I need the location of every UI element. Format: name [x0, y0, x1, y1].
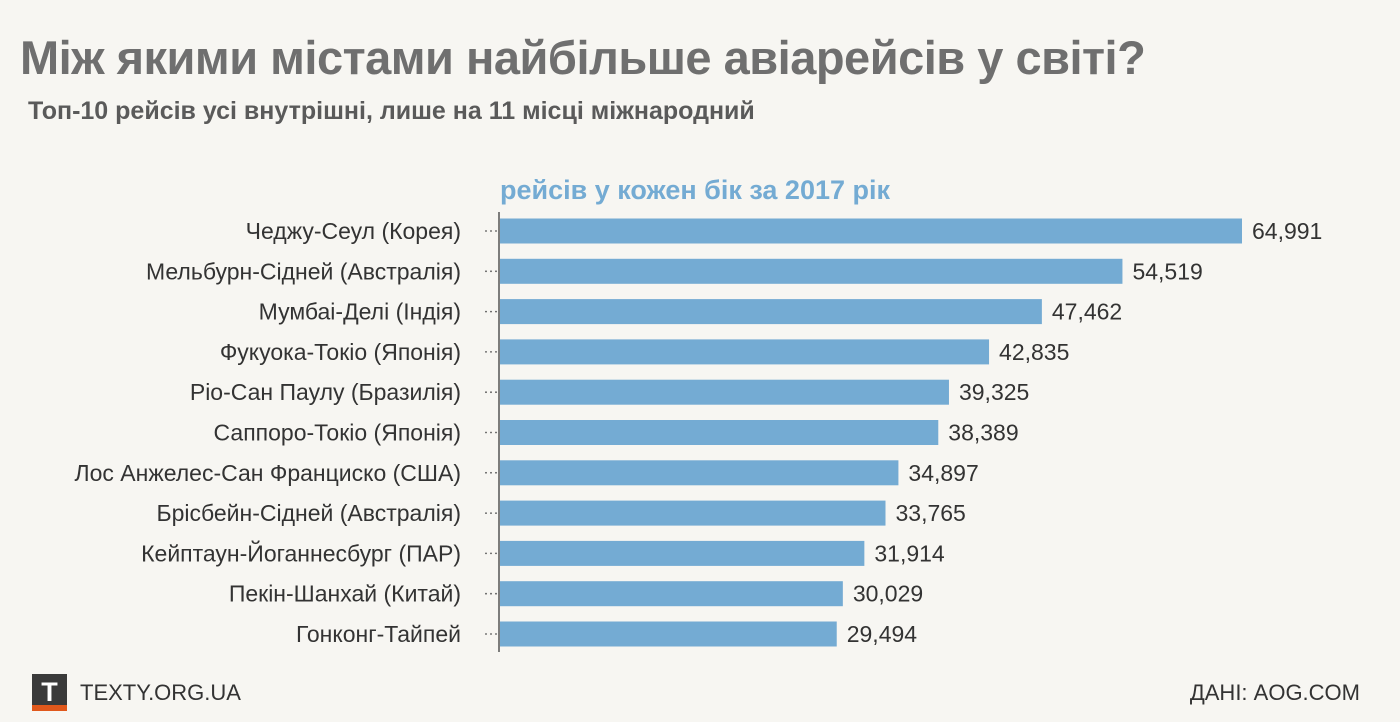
tick-dot — [495, 552, 497, 555]
tick-dot — [485, 230, 487, 232]
category-label: Ріо-Сан Паулу (Бразилія) — [190, 379, 461, 405]
value-label: 31,914 — [874, 540, 945, 566]
value-label: 38,389 — [948, 420, 1018, 446]
tick-dot — [485, 552, 487, 555]
category-label: Саппоро-Токіо (Японія) — [214, 420, 461, 446]
tick-dot — [485, 431, 487, 434]
category-label: Мельбурн-Сідней (Австралія) — [146, 258, 461, 284]
tick-dot — [490, 431, 492, 434]
tick-dot — [485, 391, 487, 394]
tick-dot — [495, 270, 497, 273]
tick-dot — [495, 310, 497, 313]
bars-layer: Чеджу-Сеул (Корея) 64,991 Мельбурн-Сідней … — [75, 218, 1323, 647]
tick-dot — [490, 512, 492, 514]
tick-dot — [485, 512, 487, 514]
tick-dot — [485, 310, 487, 313]
category-label: Пекін-Шанхай (Китай) — [229, 581, 461, 607]
tick-dot — [495, 431, 497, 434]
chart-subtitle: Топ-10 рейсів усі внутрішні, лише на 11 … — [28, 97, 755, 125]
value-label: 33,765 — [895, 500, 965, 526]
chart-title: Між якими містами найбільше авіарейсів у… — [20, 31, 1146, 84]
category-label: Лос Анжелес-Сан Франциско (США) — [75, 460, 462, 486]
tick-dot — [485, 592, 487, 595]
value-label: 30,029 — [853, 581, 923, 607]
bar — [500, 621, 837, 647]
bar — [500, 581, 843, 607]
category-label: Гонконг-Тайпей — [296, 621, 461, 647]
bar — [500, 540, 865, 566]
tick-dot — [485, 351, 487, 353]
bar — [500, 420, 939, 445]
value-label: 47,462 — [1052, 299, 1122, 325]
logo-accent-bar — [32, 705, 67, 711]
tick-dot — [495, 230, 497, 232]
tick-dot — [490, 552, 492, 555]
tick-dot — [490, 592, 492, 595]
tick-dot — [485, 471, 487, 474]
tick-dot — [485, 633, 487, 635]
tick-dot — [490, 230, 492, 232]
value-label: 34,897 — [908, 460, 978, 486]
value-label: 42,835 — [999, 339, 1069, 365]
tick-dot — [495, 592, 497, 595]
tick-dot — [495, 633, 497, 635]
tick-dot — [490, 391, 492, 394]
tick-dot — [495, 512, 497, 514]
value-label: 64,991 — [1252, 218, 1322, 244]
tick-dot — [490, 310, 492, 313]
bar — [500, 218, 1242, 244]
category-label: Чеджу-Сеул (Корея) — [246, 218, 461, 244]
category-label: Брісбейн-Сідней (Австралія) — [156, 500, 461, 526]
bar — [500, 258, 1123, 284]
bar — [500, 299, 1042, 325]
value-label: 29,494 — [847, 621, 918, 647]
category-label: Кейптаун-Йоганнесбург (ПАР) — [141, 539, 461, 566]
bar — [500, 379, 949, 405]
category-label: Мумбаі-Делі (Індія) — [259, 299, 461, 325]
series-title: рейсів у кожен бік за 2017 рік — [500, 175, 890, 205]
tick-dot — [495, 471, 497, 474]
bar — [500, 500, 886, 526]
value-label: 39,325 — [959, 379, 1029, 405]
category-label: Фукуока-Токіо (Японія) — [220, 339, 461, 365]
tick-dot — [490, 351, 492, 353]
tick-dot — [490, 471, 492, 474]
tick-dot — [495, 351, 497, 353]
tick-dot — [485, 270, 487, 273]
bar — [500, 339, 990, 365]
bar — [500, 460, 899, 486]
tick-dot — [490, 270, 492, 273]
logo-letter: T — [41, 677, 58, 707]
texty-logo: T — [32, 674, 67, 711]
tick-dot — [495, 391, 497, 394]
data-source: ДАНІ: AOG.COM — [1189, 680, 1360, 705]
tick-dot — [490, 633, 492, 635]
site-name[interactable]: TEXTY.ORG.UA — [80, 680, 241, 705]
value-label: 54,519 — [1132, 258, 1202, 284]
